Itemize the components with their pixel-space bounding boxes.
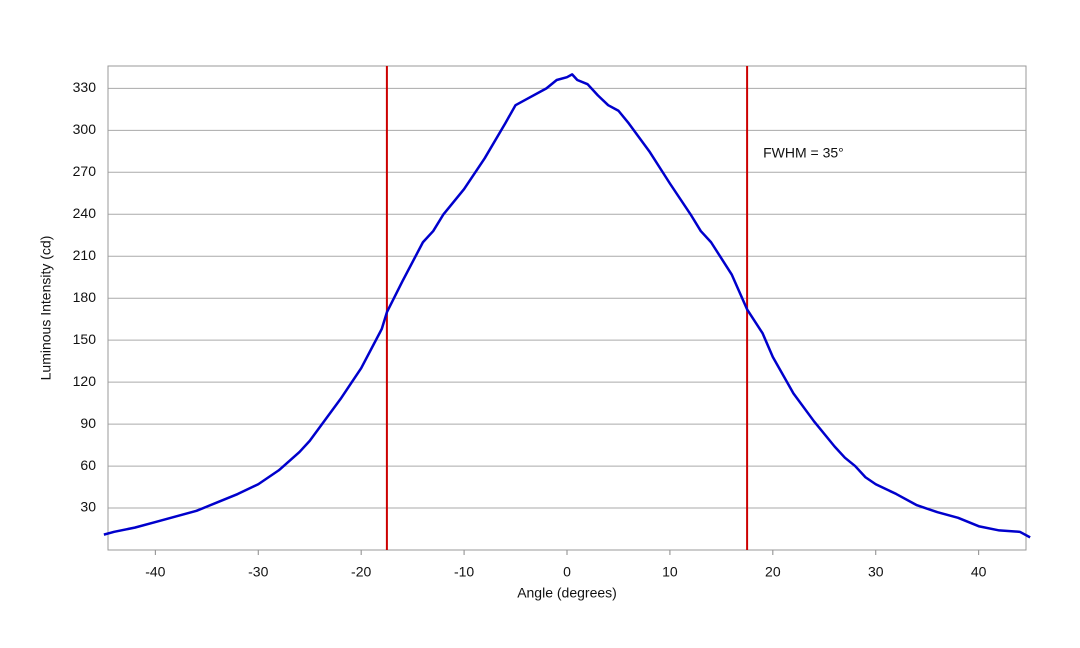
y-tick-label: 150 (73, 331, 97, 347)
y-tick-label: 210 (73, 247, 97, 263)
x-tick-label: -30 (248, 564, 268, 580)
plot-frame (107, 65, 1027, 551)
y-axis-label: Luminous Intensity (cd) (38, 236, 54, 381)
x-tick-label: -20 (351, 564, 371, 580)
x-tick-label: 0 (563, 564, 571, 580)
x-tick-label: 10 (662, 564, 678, 580)
intensity-line (103, 73, 1031, 539)
y-tick-label: 90 (80, 415, 96, 431)
x-tick-label: 40 (971, 564, 987, 580)
x-tick-label: 20 (765, 564, 781, 580)
y-tick-label: 120 (73, 373, 97, 389)
y-tick-label: 30 (80, 499, 96, 515)
y-tick-label: 240 (73, 205, 97, 221)
y-tick-label: 60 (80, 457, 96, 473)
y-tick-label: 180 (73, 289, 97, 305)
x-tick-label: -40 (145, 564, 165, 580)
y-tick-label: 270 (73, 163, 97, 179)
y-tick-label: 300 (73, 121, 97, 137)
x-tick-label: -10 (454, 564, 474, 580)
x-axis-label: Angle (degrees) (517, 585, 617, 601)
annotation: FWHM = 35° (763, 145, 844, 161)
y-tick-label: 330 (73, 79, 97, 95)
x-tick-label: 30 (868, 564, 884, 580)
